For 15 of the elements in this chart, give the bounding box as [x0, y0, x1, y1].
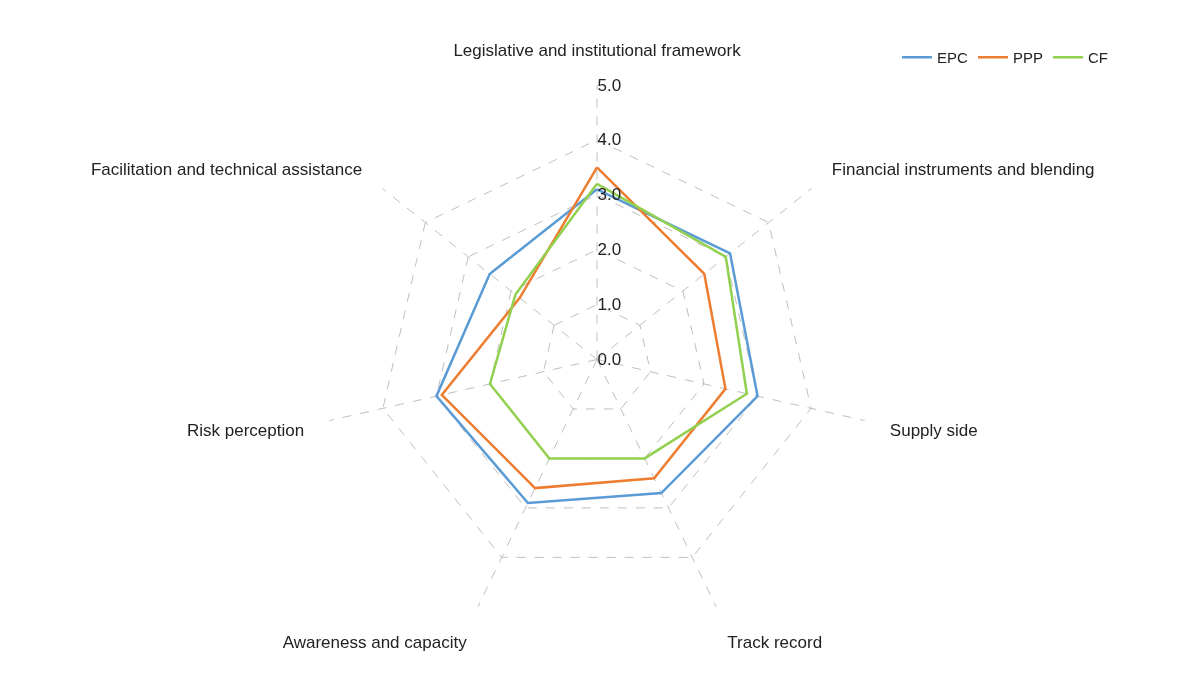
legend-label: CF: [1088, 49, 1109, 67]
y-tick-label: 0.0: [597, 350, 622, 370]
spoke-label: Awareness and capacity: [282, 633, 468, 653]
y-tick-label: 5.0: [597, 75, 622, 95]
spoke-label: Financial instruments and blending: [831, 159, 1095, 179]
spoke-label: Risk perception: [186, 420, 305, 440]
spoke-label: Facilitation and technical assistance: [90, 159, 363, 179]
y-tick-label: 4.0: [597, 130, 622, 150]
spoke-label: Supply side: [889, 420, 978, 440]
legend-label: PPP: [1013, 49, 1044, 67]
y-tick-label: 2.0: [597, 240, 622, 260]
y-tick-label: 1.0: [597, 295, 622, 315]
spoke-label: Track record: [727, 633, 823, 653]
legend-label: EPC: [937, 49, 969, 67]
spoke-label: Legislative and institutional framework: [453, 40, 742, 60]
